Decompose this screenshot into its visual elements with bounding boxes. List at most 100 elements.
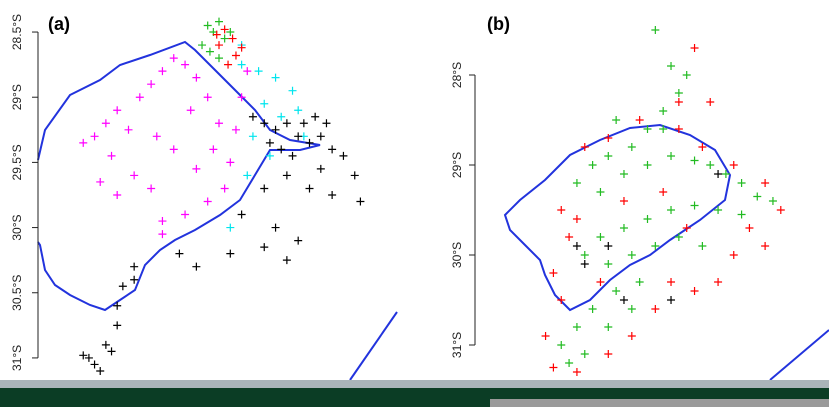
point: [205, 47, 214, 56]
point: [288, 86, 297, 95]
point: [557, 206, 566, 214]
y-tick-label: 29°S: [450, 152, 464, 178]
point: [231, 51, 240, 60]
point: [282, 256, 291, 265]
point: [158, 67, 167, 76]
point: [260, 99, 269, 108]
point: [768, 197, 777, 205]
point: [260, 119, 269, 128]
point: [203, 197, 212, 206]
point: [619, 296, 628, 304]
y-tick-label: 28.5°S: [10, 14, 24, 50]
point: [627, 332, 636, 340]
point: [203, 21, 212, 30]
y-tick-label: 30.5°S: [10, 275, 24, 311]
coast-line-b: [769, 329, 829, 381]
point: [260, 184, 269, 193]
point: [549, 363, 558, 372]
point: [158, 217, 167, 226]
point: [79, 138, 88, 147]
point: [328, 145, 337, 154]
y-tick-label: 30°S: [450, 242, 464, 268]
point: [667, 206, 676, 214]
point: [604, 350, 613, 358]
point: [659, 107, 668, 115]
point: [328, 190, 337, 199]
point: [729, 251, 738, 259]
point: [651, 305, 660, 313]
point: [565, 359, 574, 367]
point: [572, 368, 581, 376]
point: [277, 112, 286, 121]
point: [90, 360, 99, 369]
point: [604, 152, 613, 160]
point: [254, 67, 263, 76]
point: [271, 125, 280, 134]
point: [549, 269, 558, 277]
point: [169, 54, 178, 63]
point: [226, 223, 235, 232]
point: [215, 54, 223, 63]
point: [79, 351, 88, 360]
point: [674, 233, 683, 241]
point: [604, 134, 613, 142]
point: [698, 143, 707, 151]
point: [271, 223, 280, 232]
point: [220, 34, 229, 43]
point: [667, 296, 676, 304]
point: [248, 112, 257, 121]
point: [635, 278, 644, 286]
point: [237, 60, 246, 69]
point: [643, 161, 652, 169]
y-tick-label: 31°S: [450, 332, 464, 358]
point: [557, 341, 566, 349]
point: [706, 161, 715, 169]
point: [209, 145, 218, 154]
point: [84, 353, 93, 362]
point: [135, 93, 144, 102]
point: [698, 242, 707, 250]
point: [682, 224, 691, 232]
point: [101, 340, 110, 349]
point: [192, 262, 201, 271]
panel-label: (a): [48, 14, 70, 34]
point: [604, 260, 613, 268]
y-tick-label: 30°S: [10, 214, 24, 240]
point: [627, 143, 636, 151]
bottom-stripe: [490, 399, 829, 407]
point: [107, 151, 116, 160]
point: [181, 60, 190, 69]
point: [651, 242, 660, 250]
point: [192, 73, 201, 82]
point: [203, 93, 212, 102]
point: [729, 161, 738, 169]
point: [596, 233, 605, 241]
point: [776, 206, 785, 214]
point: [181, 210, 190, 219]
point: [226, 28, 235, 37]
point: [215, 17, 223, 26]
point: [282, 171, 291, 180]
point: [282, 119, 291, 128]
point: [674, 125, 683, 133]
point: [224, 60, 233, 69]
border-outline-a: [37, 40, 321, 312]
point: [541, 332, 550, 340]
border-outline-b: [503, 123, 732, 312]
point: [271, 73, 280, 82]
point: [356, 197, 365, 206]
point: [220, 25, 229, 34]
point: [265, 138, 274, 147]
point: [572, 323, 581, 331]
point: [288, 151, 297, 160]
point: [761, 242, 770, 250]
point: [619, 197, 628, 205]
point: [265, 151, 274, 160]
point: [260, 243, 269, 252]
point: [651, 26, 660, 34]
point: [690, 201, 699, 210]
point: [714, 170, 723, 178]
point: [231, 125, 240, 134]
point: [316, 164, 325, 173]
